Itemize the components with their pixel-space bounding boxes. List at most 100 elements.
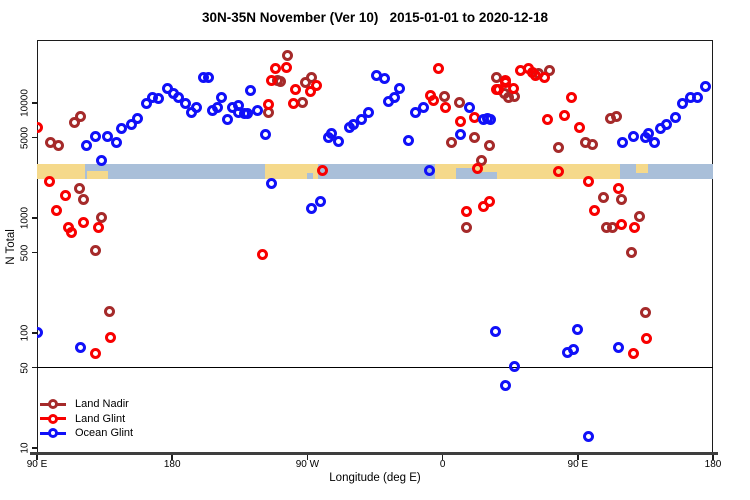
data-point-ocean-glint — [180, 97, 192, 109]
y-tick — [32, 447, 37, 449]
data-point-land-nadir — [597, 192, 609, 204]
data-point-ocean-glint — [111, 136, 123, 148]
legend-circle-icon — [48, 413, 58, 424]
data-point-land-glint — [566, 92, 578, 104]
legend-label: Land Nadir — [75, 398, 129, 411]
data-point-ocean-glint — [383, 95, 395, 107]
data-point-ocean-glint — [115, 123, 127, 135]
data-point-land-nadir — [615, 194, 627, 206]
data-point-land-nadir — [626, 246, 638, 258]
y-tick-label: 50 — [19, 362, 31, 374]
map-strip-ocean-notch — [472, 172, 497, 179]
data-point-land-glint — [491, 83, 503, 95]
y-tick — [32, 366, 37, 369]
data-point-ocean-glint — [393, 82, 405, 94]
data-point-ocean-glint — [423, 164, 435, 176]
data-point-ocean-glint — [455, 129, 467, 141]
x-tick-label: 180 — [704, 459, 722, 470]
legend-marker-land-nadir — [40, 399, 66, 410]
chart-title: 30N-35N November (Ver 10) 2015-01-01 to … — [202, 10, 548, 25]
data-point-land-glint — [51, 204, 63, 216]
data-point-ocean-glint — [265, 177, 277, 189]
data-point-ocean-glint — [81, 139, 93, 151]
data-point-land-glint — [615, 218, 627, 230]
data-point-ocean-glint — [75, 341, 87, 353]
legend: Land Nadir Land Glint Ocean Glint — [40, 397, 133, 441]
data-point-land-nadir — [468, 132, 480, 144]
data-point-land-glint — [316, 164, 328, 176]
legend-circle-icon — [48, 428, 58, 439]
data-point-land-glint — [507, 82, 519, 94]
data-point-ocean-glint — [244, 84, 256, 96]
y-tick — [32, 217, 37, 219]
data-point-land-glint — [455, 116, 467, 128]
map-strip-ocean-notch — [456, 167, 473, 179]
data-point-ocean-glint — [648, 136, 660, 148]
data-point-ocean-glint — [211, 102, 223, 114]
data-point-land-nadir — [611, 110, 623, 122]
data-point-ocean-glint — [306, 203, 318, 215]
x-tick — [306, 455, 309, 460]
data-point-ocean-glint — [617, 137, 629, 149]
data-point-land-nadir — [75, 110, 87, 122]
data-point-land-glint — [60, 189, 72, 201]
data-point-land-glint — [289, 84, 301, 96]
map-strip-ocean-notch — [307, 172, 314, 179]
data-point-land-nadir — [297, 96, 309, 108]
legend-item-land-glint: Land Glint — [40, 412, 133, 427]
data-point-ocean-glint — [417, 101, 429, 113]
data-point-land-glint — [270, 63, 282, 75]
data-point-land-nadir — [552, 142, 564, 154]
y-tick — [32, 102, 37, 104]
data-point-land-glint — [93, 222, 105, 234]
data-point-ocean-glint — [642, 128, 654, 140]
x-tick-label: 0 — [439, 459, 446, 470]
plot-content-layer — [37, 40, 713, 453]
data-point-ocean-glint — [677, 97, 689, 109]
data-point-ocean-glint — [102, 130, 114, 142]
data-point-land-nadir — [52, 139, 64, 151]
data-point-land-glint — [558, 109, 570, 121]
data-point-land-glint — [641, 332, 653, 344]
data-point-land-glint — [588, 204, 600, 216]
data-point-ocean-glint — [333, 135, 345, 147]
map-strip-land-sliver — [636, 163, 649, 173]
data-point-ocean-glint — [582, 431, 594, 443]
data-point-land-glint — [539, 72, 551, 84]
data-point-land-glint — [612, 183, 624, 195]
x-axis-label: Longitude (deg E) — [329, 472, 421, 484]
data-point-ocean-glint — [500, 379, 512, 391]
data-point-land-nadir — [453, 96, 465, 108]
x-tick-label: 90 E — [26, 459, 48, 470]
data-point-ocean-glint — [96, 154, 108, 166]
map-strip-land — [265, 163, 318, 179]
data-point-land-glint — [432, 63, 444, 75]
data-point-land-nadir — [438, 91, 450, 103]
data-point-land-glint — [304, 86, 316, 98]
data-point-land-nadir — [90, 245, 102, 257]
data-point-land-glint — [288, 97, 300, 109]
data-point-ocean-glint — [627, 130, 639, 142]
data-point-land-glint — [66, 226, 78, 238]
x-tick — [577, 455, 579, 460]
y-tick — [32, 136, 37, 139]
x-tick-label: 90 E — [567, 459, 589, 470]
data-point-ocean-glint — [612, 341, 624, 353]
data-point-ocean-glint — [692, 92, 704, 104]
data-point-land-nadir — [73, 182, 85, 194]
data-point-ocean-glint — [464, 102, 476, 114]
data-point-land-glint — [262, 98, 274, 110]
y-tick-label: 10 — [19, 442, 31, 454]
data-point-ocean-glint — [241, 107, 253, 119]
data-point-land-nadir — [639, 306, 651, 318]
data-point-land-glint — [256, 249, 268, 261]
data-point-ocean-glint — [485, 114, 497, 126]
data-point-ocean-glint — [190, 101, 202, 113]
data-point-ocean-glint — [363, 106, 375, 118]
data-point-ocean-glint — [410, 106, 422, 118]
data-point-ocean-glint — [132, 113, 144, 125]
data-point-land-nadir — [300, 76, 312, 88]
legend-item-ocean-glint: Ocean Glint — [40, 426, 133, 441]
y-axis-label: N Total — [5, 229, 17, 265]
x-axis-line — [30, 452, 718, 455]
